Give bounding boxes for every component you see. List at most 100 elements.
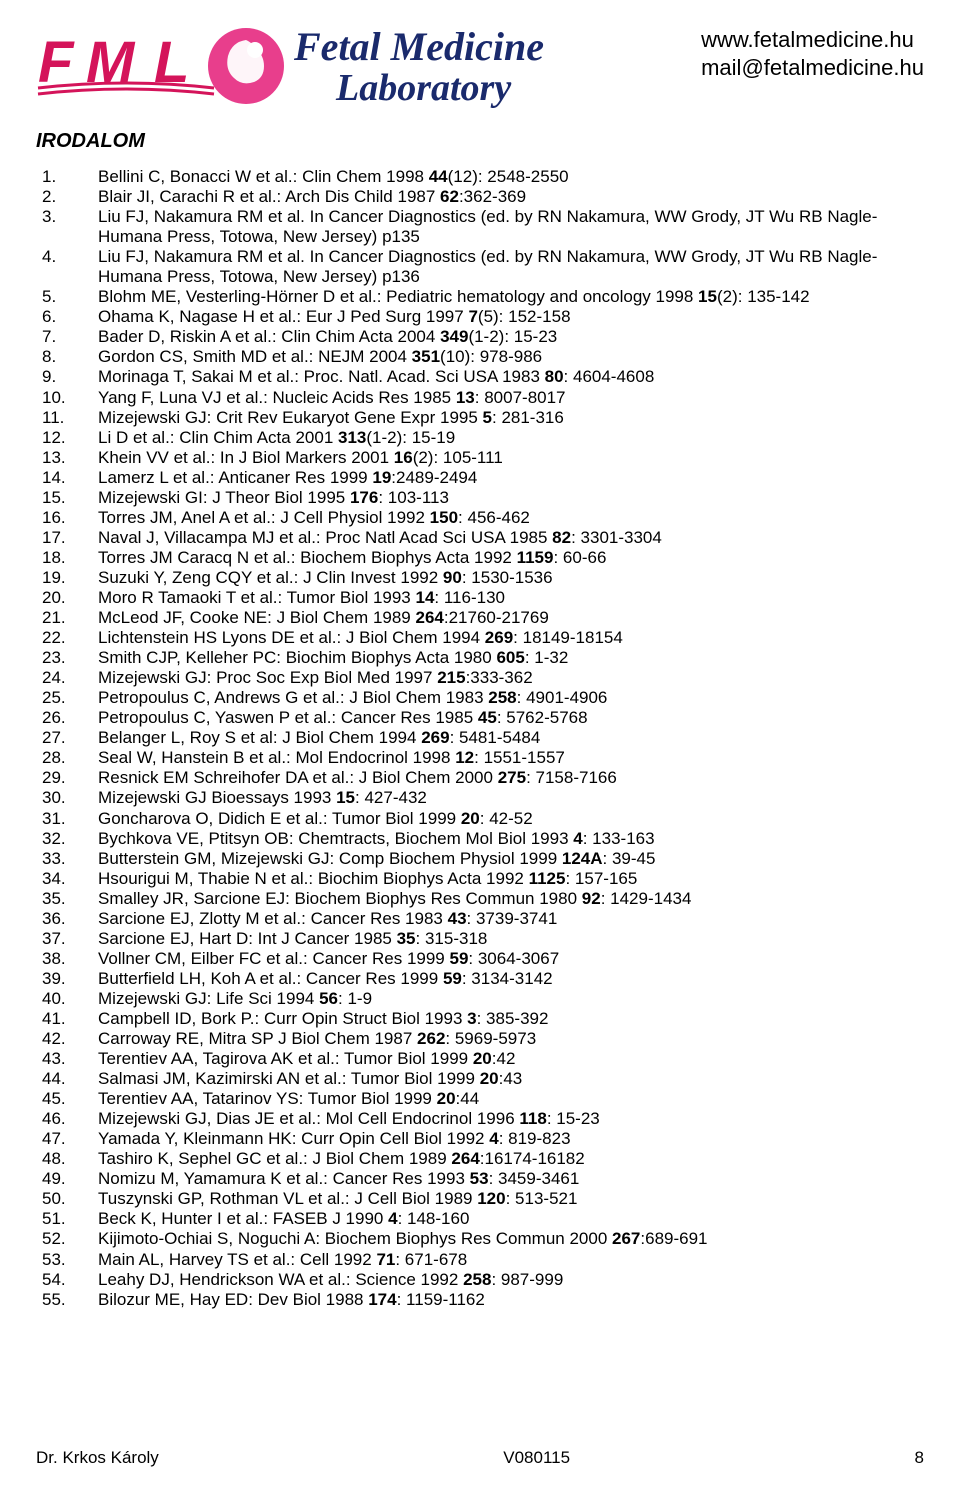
reference-row: 7.Bader D, Riskin A et al.: Clin Chim Ac… <box>36 327 924 347</box>
reference-row: 34.Hsourigui M, Thabie N et al.: Biochim… <box>36 869 924 889</box>
reference-row: 2.Blair JI, Carachi R et al.: Arch Dis C… <box>36 187 924 207</box>
email-text: mail@fetalmedicine.hu <box>701 54 924 82</box>
reference-number: 26. <box>36 708 98 728</box>
reference-row: 40.Mizejewski GJ: Life Sci 1994 56: 1-9 <box>36 989 924 1009</box>
reference-row: 13.Khein VV et al.: In J Biol Markers 20… <box>36 448 924 468</box>
reference-row: 50.Tuszynski GP, Rothman VL et al.: J Ce… <box>36 1189 924 1209</box>
reference-row: 44.Salmasi JM, Kazimirski AN et al.: Tum… <box>36 1069 924 1089</box>
reference-body: Nomizu M, Yamamura K et al.: Cancer Res … <box>98 1169 924 1189</box>
reference-body: Campbell ID, Bork P.: Curr Opin Struct B… <box>98 1009 924 1029</box>
reference-number: 7. <box>36 327 98 347</box>
reference-body: Mizejewski GJ, Dias JE et al.: Mol Cell … <box>98 1109 924 1129</box>
reference-row: 27.Belanger L, Roy S et al: J Biol Chem … <box>36 728 924 748</box>
page-header: F M L Fetal Medicine Laboratory www.fe <box>36 20 924 112</box>
reference-row: 48.Tashiro K, Sephel GC et al.: J Biol C… <box>36 1149 924 1169</box>
reference-row: 15.Mizejewski GI: J Theor Biol 1995 176:… <box>36 488 924 508</box>
reference-body: Resnick EM Schreihofer DA et al.: J Biol… <box>98 768 924 788</box>
reference-row: 51.Beck K, Hunter I et al.: FASEB J 1990… <box>36 1209 924 1229</box>
reference-body: Sarcione EJ, Hart D: Int J Cancer 1985 3… <box>98 929 924 949</box>
reference-number: 12. <box>36 428 98 448</box>
reference-row: 6.Ohama K, Nagase H et al.: Eur J Ped Su… <box>36 307 924 327</box>
reference-body: Yamada Y, Kleinmann HK: Curr Opin Cell B… <box>98 1129 924 1149</box>
reference-number: 9. <box>36 367 98 387</box>
reference-number: 46. <box>36 1109 98 1129</box>
reference-row: 53.Main AL, Harvey TS et al.: Cell 1992 … <box>36 1250 924 1270</box>
footer-right: 8 <box>915 1448 924 1468</box>
reference-row: 36.Sarcione EJ, Zlotty M et al.: Cancer … <box>36 909 924 929</box>
reference-number: 42. <box>36 1029 98 1049</box>
reference-number: 23. <box>36 648 98 668</box>
reference-row: 10.Yang F, Luna VJ et al.: Nucleic Acids… <box>36 388 924 408</box>
contact-block: www.fetalmedicine.hu mail@fetalmedicine.… <box>701 20 924 81</box>
reference-body: Blohm ME, Vesterling-Hörner D et al.: Pe… <box>98 287 924 307</box>
reference-row: 45.Terentiev AA, Tatarinov YS: Tumor Bio… <box>36 1089 924 1109</box>
reference-body: Salmasi JM, Kazimirski AN et al.: Tumor … <box>98 1069 924 1089</box>
reference-body: Petropoulus C, Yaswen P et al.: Cancer R… <box>98 708 924 728</box>
reference-number: 24. <box>36 668 98 688</box>
reference-row: 41.Campbell ID, Bork P.: Curr Opin Struc… <box>36 1009 924 1029</box>
reference-number: 48. <box>36 1149 98 1169</box>
reference-number: 54. <box>36 1270 98 1290</box>
section-title: IRODALOM <box>36 130 924 153</box>
reference-number: 21. <box>36 608 98 628</box>
reference-body: Moro R Tamaoki T et al.: Tumor Biol 1993… <box>98 588 924 608</box>
reference-number: 31. <box>36 809 98 829</box>
reference-row: 39.Butterfield LH, Koh A et al.: Cancer … <box>36 969 924 989</box>
reference-body: Mizejewski GJ: Crit Rev Eukaryot Gene Ex… <box>98 408 924 428</box>
reference-row: 26.Petropoulus C, Yaswen P et al.: Cance… <box>36 708 924 728</box>
reference-number: 15. <box>36 488 98 508</box>
reference-number: 32. <box>36 829 98 849</box>
reference-row: 18.Torres JM Caracq N et al.: Biochem Bi… <box>36 548 924 568</box>
reference-number: 5. <box>36 287 98 307</box>
reference-body: Bilozur ME, Hay ED: Dev Biol 1988 174: 1… <box>98 1290 924 1310</box>
reference-body: Tashiro K, Sephel GC et al.: J Biol Chem… <box>98 1149 924 1169</box>
reference-number: 11. <box>36 408 98 428</box>
reference-body: Butterstein GM, Mizejewski GJ: Comp Bioc… <box>98 849 924 869</box>
reference-row: 14.Lamerz L et al.: Anticaner Res 1999 1… <box>36 468 924 488</box>
reference-number: 51. <box>36 1209 98 1229</box>
reference-number: 47. <box>36 1129 98 1149</box>
reference-number: 45. <box>36 1089 98 1109</box>
reference-body: Terentiev AA, Tatarinov YS: Tumor Biol 1… <box>98 1089 924 1109</box>
reference-body: Naval J, Villacampa MJ et al.: Proc Natl… <box>98 528 924 548</box>
reference-body: Ohama K, Nagase H et al.: Eur J Ped Surg… <box>98 307 924 327</box>
reference-row: 54.Leahy DJ, Hendrickson WA et al.: Scie… <box>36 1270 924 1290</box>
reference-body: Suzuki Y, Zeng CQY et al.: J Clin Invest… <box>98 568 924 588</box>
reference-row: 21.McLeod JF, Cooke NE: J Biol Chem 1989… <box>36 608 924 628</box>
reference-body: Seal W, Hanstein B et al.: Mol Endocrino… <box>98 748 924 768</box>
reference-number: 35. <box>36 889 98 909</box>
reference-body: Goncharova O, Didich E et al.: Tumor Bio… <box>98 809 924 829</box>
reference-body: Yang F, Luna VJ et al.: Nucleic Acids Re… <box>98 388 924 408</box>
reference-row: 4.Liu FJ, Nakamura RM et al. In Cancer D… <box>36 247 924 287</box>
reference-number: 29. <box>36 768 98 788</box>
reference-row: 52.Kijimoto-Ochiai S, Noguchi A: Biochem… <box>36 1229 924 1249</box>
reference-number: 2. <box>36 187 98 207</box>
reference-number: 49. <box>36 1169 98 1189</box>
reference-body: Lamerz L et al.: Anticaner Res 1999 19:2… <box>98 468 924 488</box>
reference-row: 5.Blohm ME, Vesterling-Hörner D et al.: … <box>36 287 924 307</box>
reference-body: Butterfield LH, Koh A et al.: Cancer Res… <box>98 969 924 989</box>
reference-number: 4. <box>36 247 98 287</box>
reference-body: Smith CJP, Kelleher PC: Biochim Biophys … <box>98 648 924 668</box>
references-list: 1.Bellini C, Bonacci W et al.: Clin Chem… <box>36 167 924 1310</box>
reference-row: 33.Butterstein GM, Mizejewski GJ: Comp B… <box>36 849 924 869</box>
footer-center: V080115 <box>503 1448 570 1468</box>
reference-number: 18. <box>36 548 98 568</box>
reference-number: 22. <box>36 628 98 648</box>
reference-body: Sarcione EJ, Zlotty M et al.: Cancer Res… <box>98 909 924 929</box>
reference-row: 30.Mizejewski GJ Bioessays 1993 15: 427-… <box>36 788 924 808</box>
logo-block: F M L Fetal Medicine Laboratory <box>36 20 596 112</box>
reference-body: Bader D, Riskin A et al.: Clin Chim Acta… <box>98 327 924 347</box>
reference-number: 14. <box>36 468 98 488</box>
reference-body: Tuszynski GP, Rothman VL et al.: J Cell … <box>98 1189 924 1209</box>
reference-row: 12.Li D et al.: Clin Chim Acta 2001 313(… <box>36 428 924 448</box>
reference-number: 36. <box>36 909 98 929</box>
reference-body: Belanger L, Roy S et al: J Biol Chem 199… <box>98 728 924 748</box>
reference-body: Li D et al.: Clin Chim Acta 2001 313(1-2… <box>98 428 924 448</box>
reference-number: 8. <box>36 347 98 367</box>
reference-body: Terentiev AA, Tagirova AK et al.: Tumor … <box>98 1049 924 1069</box>
reference-row: 3.Liu FJ, Nakamura RM et al. In Cancer D… <box>36 207 924 247</box>
reference-body: Blair JI, Carachi R et al.: Arch Dis Chi… <box>98 187 924 207</box>
reference-row: 42.Carroway RE, Mitra SP J Biol Chem 198… <box>36 1029 924 1049</box>
reference-row: 24.Mizejewski GJ: Proc Soc Exp Biol Med … <box>36 668 924 688</box>
